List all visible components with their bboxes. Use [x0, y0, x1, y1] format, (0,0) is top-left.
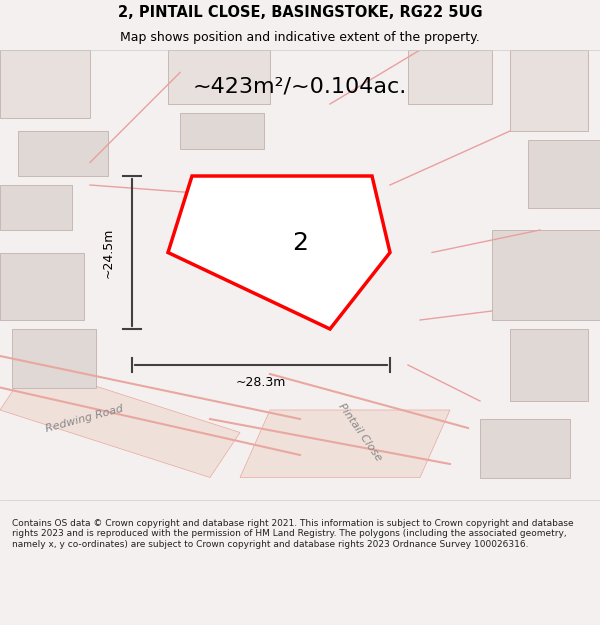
Polygon shape: [240, 410, 450, 478]
Polygon shape: [510, 50, 588, 131]
Text: Pintail Close: Pintail Close: [337, 402, 383, 463]
Text: Redwing Road: Redwing Road: [44, 404, 124, 434]
Polygon shape: [528, 140, 600, 208]
Text: ~28.3m: ~28.3m: [236, 376, 286, 389]
Text: ~423m²/~0.104ac.: ~423m²/~0.104ac.: [193, 76, 407, 96]
Text: 2: 2: [292, 231, 308, 256]
Polygon shape: [168, 176, 390, 329]
Polygon shape: [0, 185, 72, 230]
Polygon shape: [492, 230, 600, 320]
Polygon shape: [0, 253, 84, 320]
Polygon shape: [480, 419, 570, 478]
Polygon shape: [18, 131, 108, 176]
Polygon shape: [408, 50, 492, 104]
Polygon shape: [180, 113, 264, 149]
Polygon shape: [12, 329, 96, 388]
Polygon shape: [510, 329, 588, 401]
Text: Contains OS data © Crown copyright and database right 2021. This information is : Contains OS data © Crown copyright and d…: [12, 519, 574, 549]
Polygon shape: [0, 50, 90, 118]
Text: 2, PINTAIL CLOSE, BASINGSTOKE, RG22 5UG: 2, PINTAIL CLOSE, BASINGSTOKE, RG22 5UG: [118, 5, 482, 20]
Polygon shape: [168, 50, 270, 104]
Polygon shape: [0, 365, 240, 478]
Text: ~24.5m: ~24.5m: [101, 228, 115, 278]
Text: Map shows position and indicative extent of the property.: Map shows position and indicative extent…: [120, 31, 480, 44]
